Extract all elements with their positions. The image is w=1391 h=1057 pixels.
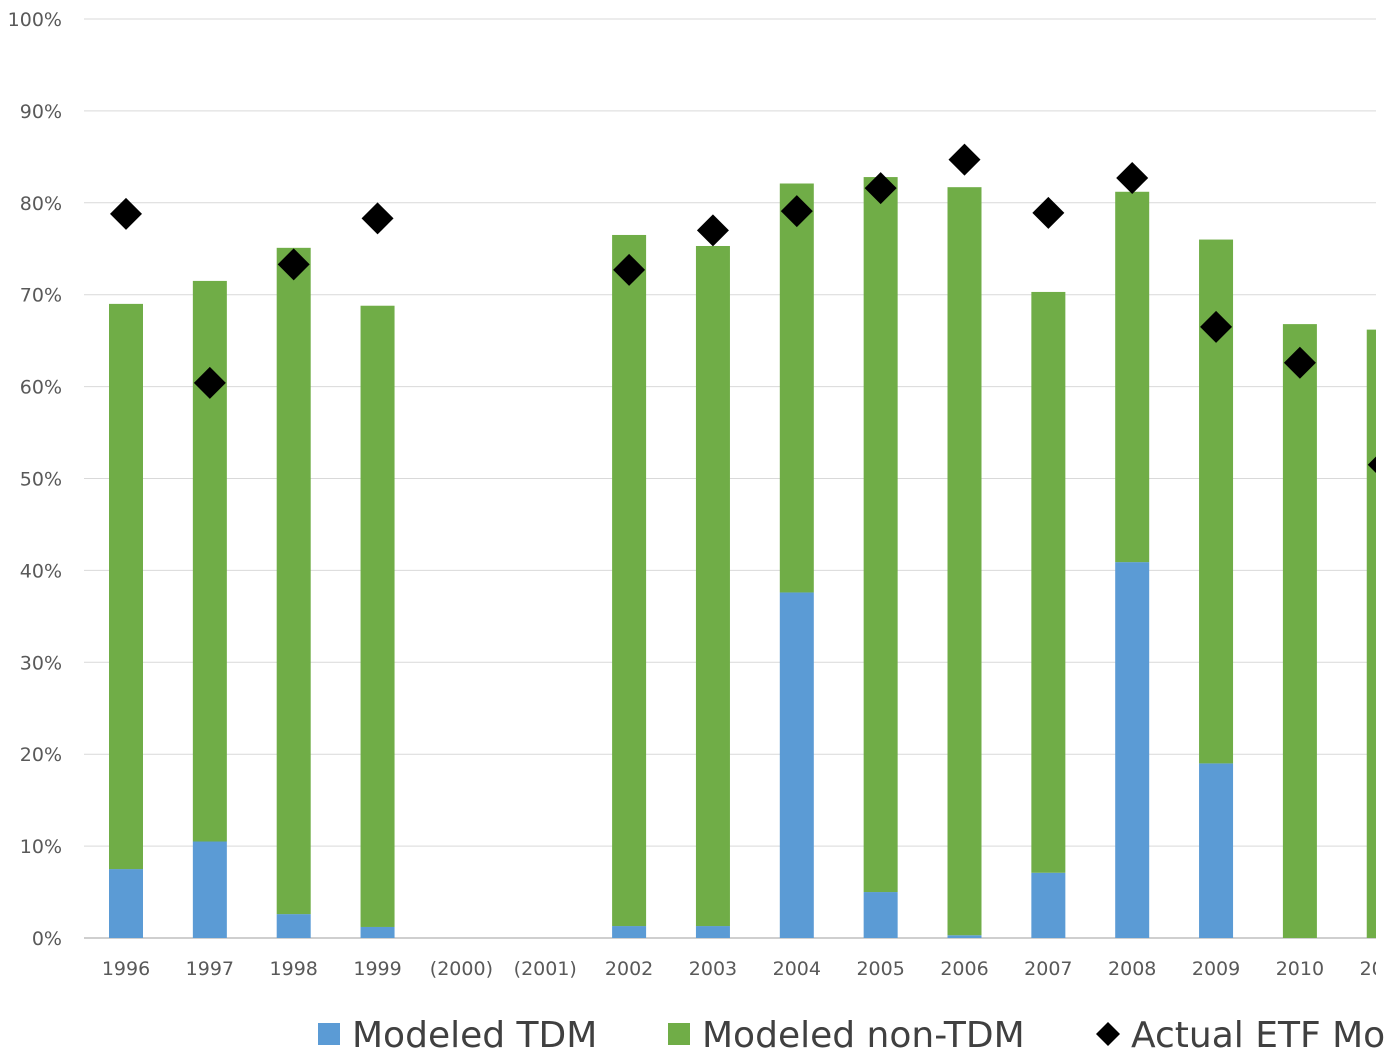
actual-etf-marker (361, 202, 394, 235)
legend-label: Actual ETF Mo (1131, 1015, 1385, 1056)
legend-swatch (318, 1023, 340, 1045)
bar-segment-modeled-tdm (360, 926, 395, 938)
y-tick-label: 50% (20, 469, 62, 491)
bar-segment-modeled-non-tdm (109, 303, 143, 870)
y-tick-label: 70% (20, 285, 62, 307)
bar-segment-modeled-non-tdm (695, 245, 730, 927)
bar-segment-modeled-tdm (612, 926, 647, 938)
x-tick-label: 2008 (1108, 958, 1156, 980)
bar-segment-modeled-tdm (109, 869, 143, 938)
x-tick-label: (2001) (514, 958, 577, 980)
x-tick-label: 1997 (186, 958, 234, 980)
y-tick-label: 40% (20, 560, 62, 582)
y-tick-label: 80% (20, 193, 62, 215)
bar-segment-modeled-tdm (276, 914, 311, 938)
bar-segment-modeled-tdm (863, 892, 898, 938)
bar-segment-modeled-non-tdm (360, 305, 395, 927)
bar-segment-modeled-tdm (947, 935, 982, 938)
bar-segment-modeled-non-tdm (276, 247, 311, 915)
x-tick-label: 1996 (102, 958, 150, 980)
x-tick-label: 2011 (1360, 958, 1391, 980)
y-tick-label: 20% (20, 744, 62, 766)
y-tick-label: 10% (20, 836, 62, 858)
bar-segment-modeled-tdm (695, 926, 730, 938)
x-axis: 1996 1997 1998 1999 (2000) (2001) 2002 2003 2004… (102, 958, 1391, 980)
bar-segment-modeled-non-tdm (612, 234, 647, 927)
y-tick-label: 0% (32, 928, 62, 950)
actual-etf-marker (696, 214, 729, 247)
bar-segment-modeled-non-tdm (1366, 329, 1376, 938)
actual-etf-marker (948, 143, 981, 176)
x-tick-label: 1998 (270, 958, 318, 980)
legend-marker (1096, 1022, 1120, 1046)
plot-area (109, 143, 1376, 938)
x-tick-label: 2010 (1276, 958, 1324, 980)
x-tick-label: 2009 (1192, 958, 1240, 980)
actual-etf-marker (1116, 161, 1149, 194)
bar-segment-modeled-tdm (192, 841, 227, 938)
bar-segment-modeled-tdm (1115, 562, 1150, 938)
legend-label: Modeled non-TDM (702, 1015, 1025, 1056)
bar-segment-modeled-non-tdm (779, 183, 814, 593)
legend-swatch (668, 1023, 690, 1045)
bar-segment-modeled-non-tdm (1282, 324, 1317, 938)
y-tick-label: 60% (20, 377, 62, 399)
x-tick-label: 1999 (353, 958, 401, 980)
actual-etf-marker (277, 248, 310, 281)
legend: Modeled TDM Modeled non-TDM Actual ETF Mo (318, 1015, 1385, 1056)
actual-etf-marker (1283, 346, 1316, 379)
legend-label: Modeled TDM (352, 1015, 597, 1056)
actual-etf-marker (613, 253, 646, 286)
actual-etf-marker (1032, 196, 1065, 229)
y-tick-label: 90% (20, 101, 62, 123)
y-axis: 0% 10% 20% 30% 40% 50% 60% 70% 80% 90% 100% (8, 9, 62, 950)
x-tick-label: (2000) (430, 958, 493, 980)
actual-etf-marker (1367, 456, 1376, 473)
actual-etf-marker (780, 195, 813, 228)
x-tick-label: 2002 (605, 958, 653, 980)
x-tick-label: 2006 (940, 958, 988, 980)
actual-etf-marker (1200, 310, 1233, 343)
bar-segment-modeled-non-tdm (863, 177, 898, 893)
x-tick-label: 2004 (773, 958, 821, 980)
bar-segment-modeled-non-tdm (947, 187, 982, 936)
bar-segment-modeled-tdm (1199, 763, 1234, 938)
x-tick-label: 2007 (1024, 958, 1072, 980)
actual-etf-marker (193, 366, 226, 399)
y-tick-label: 30% (20, 652, 62, 674)
bar-segment-modeled-non-tdm (192, 280, 227, 842)
bar-segment-modeled-tdm (779, 592, 814, 938)
actual-etf-marker (864, 172, 897, 205)
bar-segment-modeled-tdm (1031, 872, 1066, 938)
bar-segment-modeled-non-tdm (1031, 291, 1066, 873)
x-tick-label: 2005 (856, 958, 904, 980)
x-tick-label: 2003 (689, 958, 737, 980)
y-tick-label: 100% (8, 9, 62, 31)
bar-segment-modeled-non-tdm (1115, 191, 1150, 563)
actual-etf-marker (110, 197, 142, 230)
